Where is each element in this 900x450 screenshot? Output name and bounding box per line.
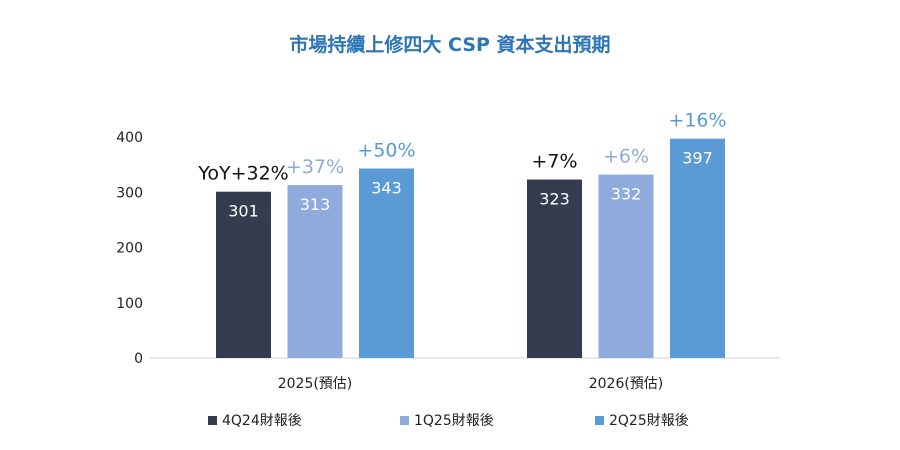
bar-value-label: 332	[611, 185, 642, 204]
y-tick-label: 300	[116, 185, 143, 201]
chart-title: 市場持續上修四大 CSP 資本支出預期	[289, 34, 611, 56]
bar-value-label: 323	[539, 190, 570, 209]
bar-value-label: 343	[371, 178, 402, 197]
growth-annotation: YoY+32%	[197, 163, 288, 185]
bar-value-label: 313	[300, 195, 331, 214]
legend-label: 1Q25財報後	[414, 413, 494, 429]
y-tick-label: 0	[134, 351, 143, 367]
legend-swatch	[595, 415, 604, 425]
bar	[598, 174, 654, 358]
legend-item-1q25: 1Q25財報後	[400, 410, 494, 430]
bar-value-label: 397	[682, 149, 713, 168]
x-tick-label: 2025(預估)	[278, 376, 353, 392]
bar	[216, 191, 271, 358]
legend-item-2q25: 2Q25財報後	[595, 410, 689, 430]
legend-item-4q24: 4Q24財報後	[208, 410, 302, 430]
legend-label: 4Q24財報後	[222, 413, 302, 429]
legend-swatch	[208, 415, 217, 425]
bar	[359, 168, 414, 358]
y-tick-label: 100	[116, 296, 143, 312]
growth-annotation: +16%	[668, 110, 726, 132]
growth-annotation: +37%	[286, 156, 344, 178]
bar	[670, 138, 725, 358]
legend-label: 2Q25財報後	[609, 413, 689, 429]
bar	[287, 185, 343, 358]
x-tick-label: 2026(預估)	[589, 376, 664, 392]
y-tick-label: 400	[116, 130, 143, 146]
growth-annotation: +50%	[357, 139, 415, 161]
bar-value-label: 301	[228, 202, 259, 221]
growth-annotation: +6%	[603, 146, 649, 168]
legend-swatch	[400, 415, 409, 425]
bar	[527, 179, 582, 358]
growth-annotation: +7%	[531, 151, 577, 173]
y-tick-label: 200	[116, 241, 143, 257]
